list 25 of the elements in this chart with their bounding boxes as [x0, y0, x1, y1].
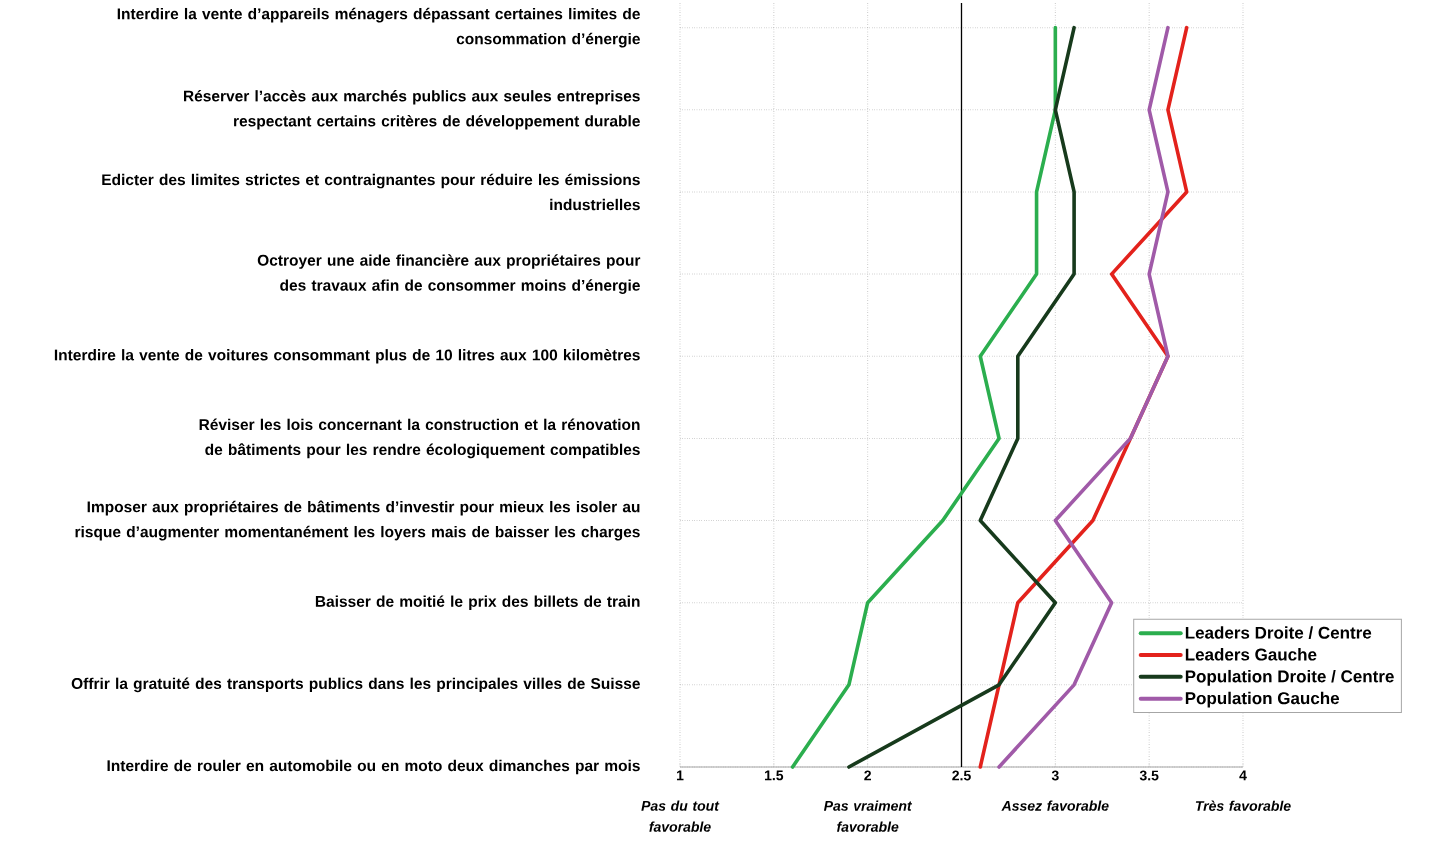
y-tick-label: Interdire la vente d’appareils ménagers dépassant certaines limites de consommation d’énergie — [117, 7, 640, 48]
x-tick-label: 2 — [864, 770, 871, 781]
x-tick-label: 4 — [1239, 770, 1247, 781]
y-tick-label: Interdire de rouler en automobile ou en moto deux dimanches par mois — [107, 759, 640, 775]
x-tick-label: 1.5 — [764, 770, 784, 781]
y-tick-label: Interdire la vente de voitures consommant plus de 10 litres aux 100 kilomètres — [54, 348, 640, 364]
x-tick-label: 1 — [676, 770, 684, 781]
legend-label: Population Droite / Centre — [1185, 669, 1394, 686]
y-tick-label: Imposer aux propriétaires de bâtiments d’investir pour mieux les isoler au risque d’augmenter momentanément les loyers mais de baisser les charges — [75, 500, 640, 541]
x-tick-label: 3 — [1051, 770, 1059, 781]
text: Assez favorable — [1001, 800, 1109, 811]
y-tick-label: Octroyer une aide financière aux propriétaires pour des travaux afin de consommer moins d’énergie — [257, 254, 641, 294]
y-tick-label: Offrir la gratuité des transports publics dans les principales villes de Suisse — [71, 677, 640, 693]
y-tick-label: Réserver l’accès aux marchés publics aux seules entreprises respectant certains critères de développement durable — [184, 90, 640, 130]
text: Pas du tout favorable — [641, 800, 720, 832]
y-tick-label: Baisser de moitié le prix des billets de train — [315, 595, 640, 610]
legend-label: Leaders Droite / Centre — [1185, 626, 1372, 639]
legend-label: Leaders Gauche — [1185, 648, 1317, 661]
y-tick-label: Edicter des limites strictes et contraignantes pour réduire les émissions industrielles — [102, 173, 640, 211]
legend-label: Population Gauche — [1185, 691, 1340, 708]
text: Pas vraiment favorable — [823, 800, 913, 832]
y-tick-label: Réviser les lois concernant la construction et la rénovation de bâtiments pour les rendre écologiquement compatibles — [199, 418, 640, 459]
text: Très favorable — [1195, 800, 1291, 811]
x-tick-label: 2.5 — [952, 770, 971, 781]
x-tick-label: 3.5 — [1139, 770, 1159, 781]
